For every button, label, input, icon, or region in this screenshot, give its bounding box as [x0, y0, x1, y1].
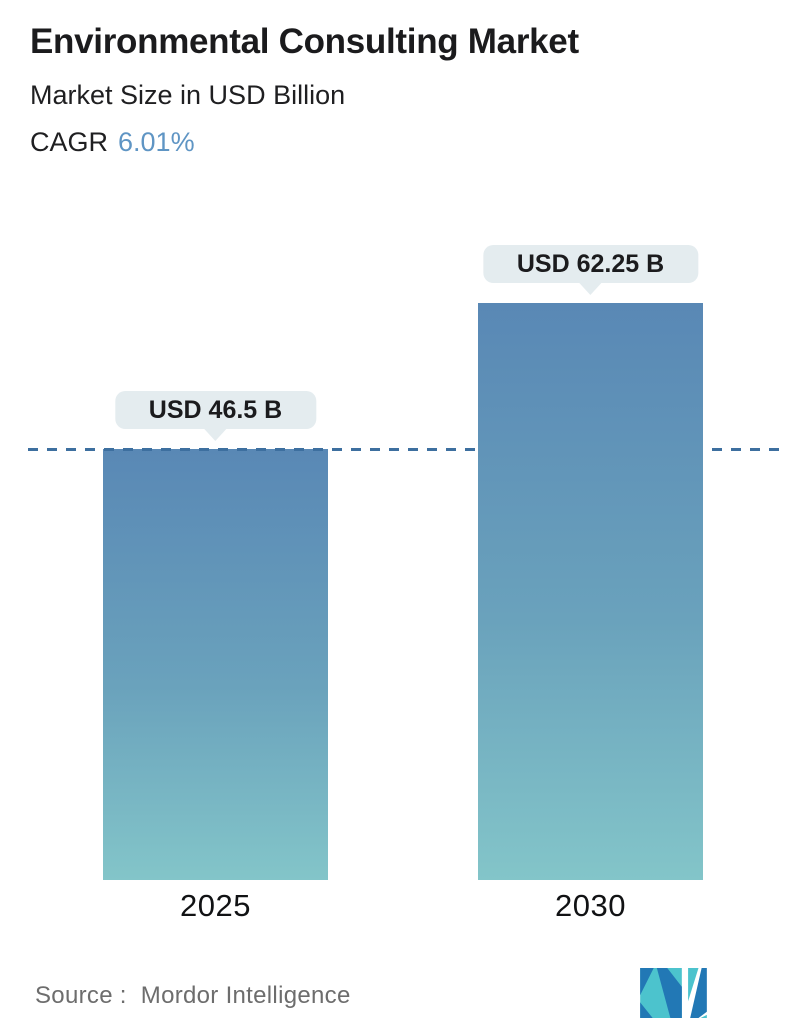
cagr-value: 6.01%: [118, 127, 195, 158]
bar-chart: USD 46.5 B USD 62.25 B: [0, 200, 796, 880]
reference-dashed-line: [28, 448, 783, 451]
bar-2025: [103, 449, 328, 880]
bar-group-2030: USD 62.25 B: [478, 200, 703, 880]
source-value: Mordor Intelligence: [140, 982, 351, 1009]
value-callout-2030: USD 62.25 B: [482, 245, 699, 283]
value-label-2030: USD 62.25 B: [516, 250, 665, 278]
axis-label-2025: 2025: [180, 888, 251, 923]
page-title: Environmental Consulting Market: [30, 22, 579, 61]
header: Environmental Consulting Market Market S…: [30, 22, 579, 158]
value-label-2025: USD 46.5 B: [148, 396, 283, 424]
chart-subtitle: Market Size in USD Billion: [30, 80, 346, 111]
mordor-intelligence-logo: [640, 968, 707, 1018]
cagr-label: CAGR: [30, 127, 109, 158]
cagr-line: CAGR 6.01%: [30, 127, 579, 158]
source-text: Source : Mordor Intelligence: [35, 982, 351, 1010]
bar-2030: [478, 303, 703, 880]
source-label: Source :: [35, 982, 127, 1009]
value-callout-2025: USD 46.5 B: [114, 391, 317, 429]
axis-label-2030: 2030: [555, 888, 626, 923]
bar-group-2025: USD 46.5 B: [103, 200, 328, 880]
